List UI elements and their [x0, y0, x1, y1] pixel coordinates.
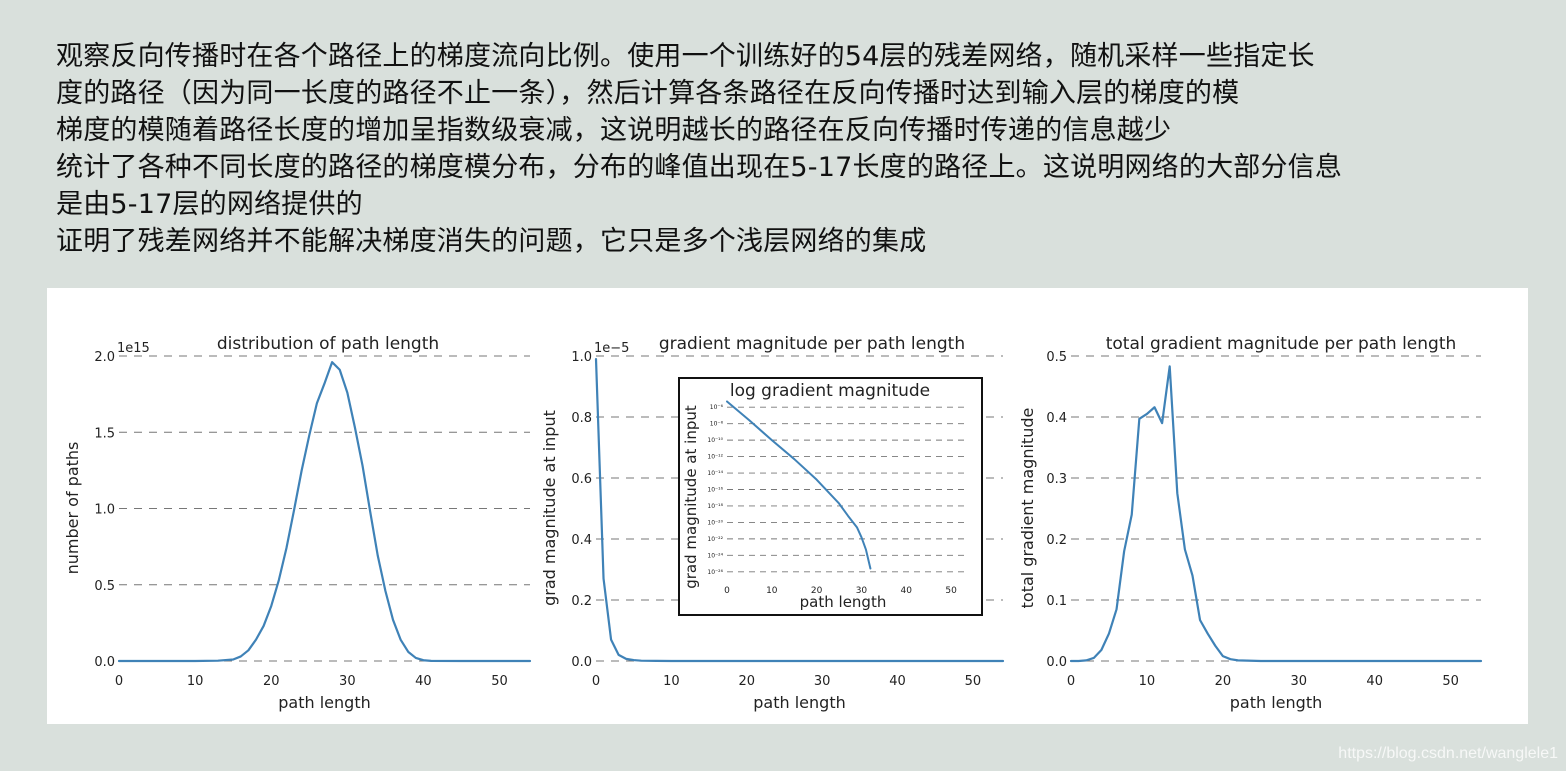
x-tick-label: 10: [1139, 674, 1156, 689]
x-tick-label: 50: [491, 674, 508, 689]
x-tick-label: 50: [1442, 674, 1459, 689]
x-tick-label: 0: [115, 674, 123, 689]
inset-y-tick-label: 10⁻¹⁰: [707, 437, 723, 444]
y-tick-label: 0.2: [571, 594, 592, 609]
note-line: 是由5-17层的网络提供的: [56, 189, 363, 220]
y-tick-label: 1.5: [94, 426, 115, 441]
y-axis-label: grad magnitude at input: [540, 410, 559, 606]
inset-x-tick-label: 40: [901, 586, 913, 596]
chart-title: total gradient magnitude per path length: [1106, 334, 1457, 354]
y-tick-label: 0.2: [1046, 533, 1067, 548]
series-line-2: [594, 357, 1005, 663]
chart-2: 0.0 0.2 0.4 0.6 0.8 1.0 0 10 20 30 40 50 gradient ma…: [540, 334, 1005, 712]
y-tick-label: 1.0: [571, 350, 592, 365]
inset-x-tick-label: 30: [856, 586, 868, 596]
y-tick-label: 0.8: [571, 411, 592, 426]
notes-block: 观察反向传播时在各个路径上的梯度流向比例。使用一个训练好的54层的残差网络，随机…: [56, 38, 1536, 260]
x-tick-label: 40: [415, 674, 432, 689]
chart-panel: 0.0 0.5 1.0 1.5 2.0 0 10 20 30 40 50 distribution o…: [47, 288, 1528, 724]
watermark-text: https://blog.csdn.net/wanglele1: [1338, 745, 1558, 762]
inset-series-line: [726, 400, 872, 570]
series-line-3: [1069, 365, 1483, 663]
y-tick-label: 0.1: [1046, 594, 1067, 609]
chart-3: 0.0 0.1 0.2 0.3 0.4 0.5 0 10 20 30 40 50 total gradi…: [1018, 334, 1483, 712]
y-tick-label: 0.0: [571, 655, 592, 670]
y-tick-label: 0.3: [1046, 472, 1067, 487]
y-axis-label: total gradient magnitude: [1018, 408, 1037, 609]
x-tick-label: 0: [1067, 674, 1075, 689]
x-tick-label: 20: [738, 674, 755, 689]
inset-y-tick-label: 10⁻¹⁶: [707, 487, 723, 494]
note-line: 梯度的模随着路径长度的增加呈指数级衰减，这说明越长的路径在反向传播时传递的信息越…: [56, 115, 1172, 146]
inset-x-tick-label: 0: [724, 586, 730, 596]
chart-1: 0.0 0.5 1.0 1.5 2.0 0 10 20 30 40 50 distribution o…: [63, 334, 532, 712]
x-tick-label: 10: [663, 674, 680, 689]
x-tick-label: 30: [1291, 674, 1308, 689]
inset-title: log gradient magnitude: [730, 381, 930, 401]
x-tick-label: 20: [263, 674, 280, 689]
x-axis-label: path length: [1230, 693, 1322, 712]
inset-y-tick-label: 10⁻²⁶: [707, 569, 723, 576]
multiplier-label: 1e−5: [594, 341, 629, 356]
note-line: 度的路径（因为同一长度的路径不止一条），然后计算各条路径在反向传播时达到输入层的…: [56, 78, 1240, 109]
note-line: 观察反向传播时在各个路径上的梯度流向比例。使用一个训练好的54层的残差网络，随机…: [56, 41, 1315, 72]
multiplier-label: 1e15: [117, 341, 150, 356]
x-tick-label: 40: [1366, 674, 1383, 689]
y-tick-label: 0.5: [1046, 350, 1067, 365]
inset-y-tick-label: 10⁻¹²: [707, 454, 723, 461]
inset-y-tick-label: 10⁻¹⁸: [707, 503, 723, 510]
inset-x-tick-label: 50: [945, 586, 957, 596]
x-tick-label: 20: [1215, 674, 1232, 689]
charts-figure: 0.0 0.5 1.0 1.5 2.0 0 10 20 30 40 50 distribution o…: [63, 334, 1483, 712]
inset-y-tick-label: 10⁻⁸: [710, 421, 724, 428]
inset-y-tick-label: 10⁻¹⁴: [707, 470, 723, 477]
x-tick-label: 0: [592, 674, 600, 689]
inset-y-tick-label: 10⁻²⁰: [707, 519, 723, 526]
y-axis-label: number of paths: [63, 442, 82, 575]
x-tick-label: 30: [339, 674, 356, 689]
y-tick-label: 0.0: [1046, 655, 1067, 670]
inset-frame: [678, 377, 983, 616]
y-tick-label: 0.5: [94, 579, 115, 594]
x-tick-label: 30: [814, 674, 831, 689]
y-tick-label: 2.0: [94, 350, 115, 365]
y-tick-label: 0.0: [94, 655, 115, 670]
note-line: 证明了残差网络并不能解决梯度消失的问题，它只是多个浅层网络的集成: [56, 226, 927, 257]
x-tick-label: 40: [889, 674, 906, 689]
x-tick-label: 50: [965, 674, 982, 689]
inset-y-tick-label: 10⁻²⁴: [707, 552, 723, 559]
inset-x-tick-label: 10: [766, 586, 778, 596]
chart-title: distribution of path length: [217, 334, 439, 354]
inset-y-tick-label: 10⁻⁶: [710, 404, 724, 411]
y-tick-label: 1.0: [94, 503, 115, 518]
x-tick-label: 10: [187, 674, 204, 689]
inset-y-tick-label: 10⁻²²: [707, 536, 723, 543]
inset-x-tick-label: 20: [811, 586, 823, 596]
y-tick-label: 0.4: [1046, 411, 1067, 426]
chart-title: gradient magnitude per path length: [659, 334, 965, 354]
x-axis-label: path length: [753, 693, 845, 712]
note-line: 统计了各种不同长度的路径的梯度模分布，分布的峰值出现在5-17长度的路径上。这说…: [56, 152, 1343, 183]
inset-x-axis-label: path length: [800, 593, 887, 611]
series-line-1: [117, 361, 532, 663]
y-tick-label: 0.4: [571, 533, 592, 548]
x-axis-label: path length: [278, 693, 370, 712]
inset-chart: 10⁻⁶ 10⁻⁸ 10⁻¹⁰ 10⁻¹² 10⁻¹⁴ 10⁻¹⁶ 10⁻¹⁸ 10⁻²⁰ 10…: [678, 377, 983, 616]
inset-y-axis-label: grad magnitude at input: [682, 405, 700, 589]
y-tick-label: 0.6: [571, 472, 592, 487]
